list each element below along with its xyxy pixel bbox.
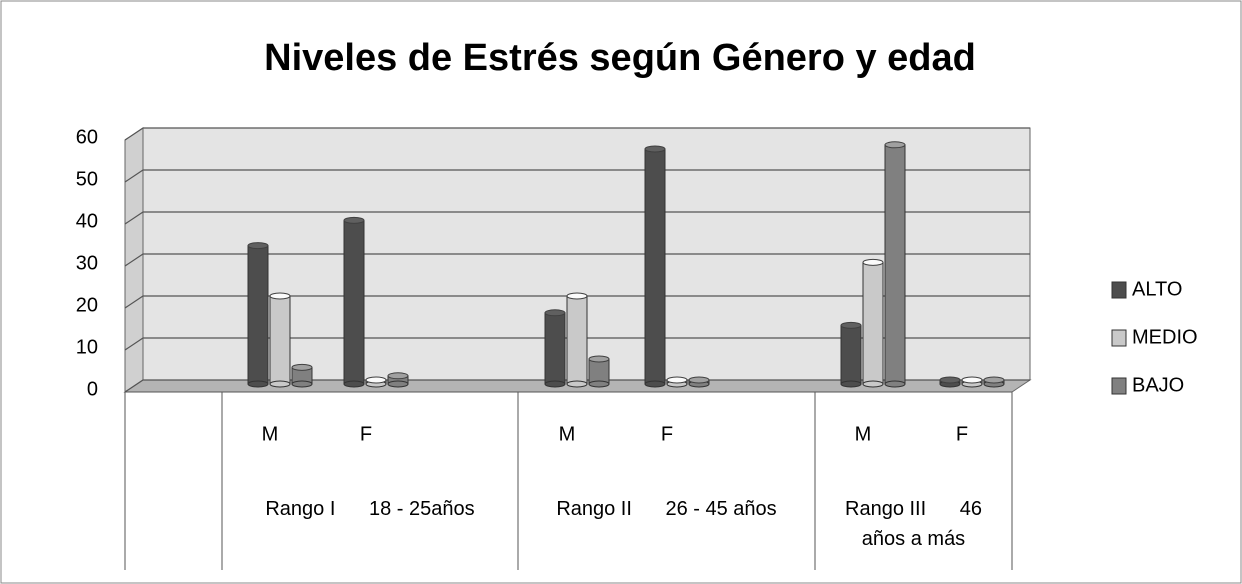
bar: [588, 355, 610, 388]
y-tick-label: 50: [76, 168, 98, 190]
bar-top: [343, 216, 365, 224]
legend-swatch: [1111, 377, 1127, 395]
bar: [544, 309, 566, 388]
bar-body: [544, 312, 566, 385]
bar-top: [840, 321, 862, 329]
grid-line: [124, 253, 1030, 267]
bar-top: [862, 258, 884, 266]
y-tick-label: 30: [76, 252, 98, 274]
bar-base: [269, 380, 291, 388]
bar-top: [387, 372, 409, 380]
bar-top: [566, 292, 588, 300]
category-table: [124, 391, 1013, 570]
grid-line: [124, 379, 1030, 393]
group-name: Rango I: [265, 498, 336, 520]
group-range: 26 - 45 años: [665, 498, 777, 520]
x-tick-label: M: [559, 423, 576, 445]
bar-top: [688, 376, 710, 384]
bar-top: [291, 363, 313, 371]
x-tick-label: F: [360, 423, 372, 445]
bar-body: [644, 148, 666, 385]
bar: [862, 258, 884, 388]
bar-body: [343, 219, 365, 385]
bar-base: [588, 380, 610, 388]
bar: [884, 141, 906, 388]
bar-top: [247, 242, 269, 250]
bar: [961, 376, 983, 388]
bar-base: [544, 380, 566, 388]
x-tick-label: M: [262, 423, 279, 445]
group-range: 18 - 25años: [368, 498, 475, 520]
grid-line: [124, 211, 1030, 225]
bar-base: [884, 380, 906, 388]
group-label: Rango I 18 - 25años: [236, 494, 504, 524]
bar-body: [884, 144, 906, 385]
legend-label: ALTO: [1132, 278, 1182, 300]
bar-body: [862, 261, 884, 385]
bar-top: [269, 292, 291, 300]
bar: [291, 363, 313, 388]
bar: [688, 376, 710, 388]
bar-top: [983, 376, 1005, 384]
bar-base: [291, 380, 313, 388]
bar: [387, 372, 409, 388]
bar-base: [343, 380, 365, 388]
legend-label: BAJO: [1132, 374, 1184, 396]
bar: [939, 376, 961, 388]
y-tick-label: 0: [87, 378, 98, 400]
x-tick-label: F: [956, 423, 968, 445]
bar-top: [544, 309, 566, 317]
bar: [566, 292, 588, 388]
group-name: Rango III: [845, 498, 927, 520]
y-tick-label: 10: [76, 336, 98, 358]
y-tick-label: 60: [76, 126, 98, 148]
bar-body: [588, 358, 610, 385]
group-name: Rango II: [556, 498, 632, 520]
bar: [247, 242, 269, 388]
bar-base: [862, 380, 884, 388]
legend-swatch: [1111, 281, 1127, 299]
bar-top: [365, 376, 387, 384]
bar-body: [247, 245, 269, 385]
chart-title: Niveles de Estrés según Género y edad: [264, 37, 976, 79]
bar-body: [840, 324, 862, 385]
x-tick-label: M: [855, 423, 872, 445]
grid-line: [124, 295, 1030, 309]
bar-top: [588, 355, 610, 363]
bar-top: [644, 145, 666, 153]
bar-top: [961, 376, 983, 384]
group-range: 46 años a más: [861, 498, 982, 550]
grid-line: [124, 169, 1030, 183]
bar: [840, 321, 862, 388]
bar-top: [884, 141, 906, 149]
bar-top: [666, 376, 688, 384]
y-tick-label: 40: [76, 210, 98, 232]
bar-base: [247, 380, 269, 388]
bar: [269, 292, 291, 388]
bar-base: [840, 380, 862, 388]
bar-body: [269, 295, 291, 385]
x-tick-label: F: [661, 423, 673, 445]
legend-swatch: [1111, 329, 1127, 347]
legend-label: MEDIO: [1132, 326, 1198, 348]
bar-top: [939, 376, 961, 384]
bar: [983, 376, 1005, 388]
group-label: Rango II 26 - 45 años: [532, 494, 801, 524]
grid-line: [124, 337, 1030, 351]
bar: [644, 145, 666, 388]
bar: [365, 376, 387, 388]
y-tick-label: 20: [76, 294, 98, 316]
bar-base: [387, 380, 409, 388]
group-label: Rango III 46 años a más: [829, 494, 998, 554]
bar-base: [566, 380, 588, 388]
grid-line: [124, 127, 1030, 141]
bar-base: [644, 380, 666, 388]
bar-body: [566, 295, 588, 385]
bar: [666, 376, 688, 388]
bar: [343, 216, 365, 388]
